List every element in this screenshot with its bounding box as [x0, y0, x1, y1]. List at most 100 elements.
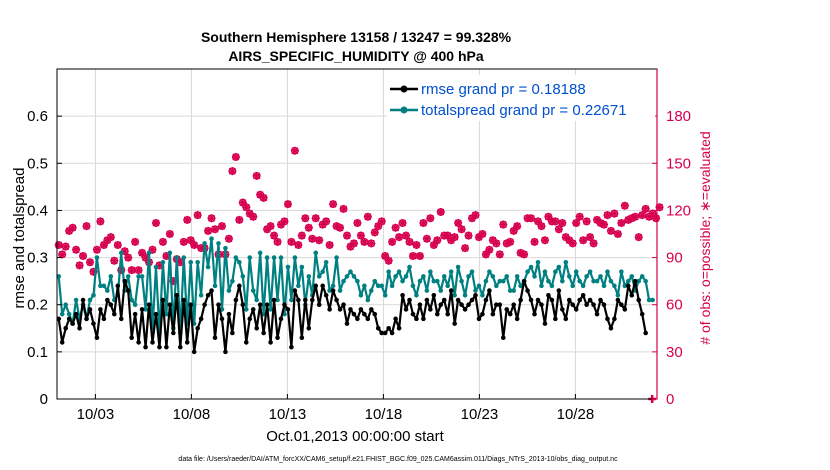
totalspread-point [570, 283, 576, 289]
rmse-point [70, 321, 75, 326]
obs-marker [54, 241, 63, 249]
totalspread-point [198, 292, 204, 298]
totalspread-point [507, 288, 513, 293]
obs-marker [426, 214, 435, 223]
legend-marker-rmse [400, 85, 408, 93]
totalspread-point [650, 297, 655, 303]
rmse-point [216, 302, 221, 308]
obs-marker [655, 203, 664, 212]
obs-marker-star [72, 245, 81, 254]
obs-marker-star [148, 245, 157, 254]
obs-marker [617, 219, 626, 227]
totalspread-point [285, 264, 291, 270]
totalspread-point [299, 264, 305, 270]
obs-marker [259, 193, 268, 202]
obs-marker [165, 230, 174, 238]
obs-marker-star [565, 236, 574, 245]
rmse-point [320, 283, 325, 289]
totalspread-point [563, 259, 569, 265]
rmse-point [358, 307, 364, 312]
totalspread-point [500, 278, 506, 284]
obs-marker [540, 236, 549, 245]
rmse-point [466, 302, 471, 308]
obs-marker [113, 241, 122, 249]
rmse-point [292, 288, 298, 293]
y-right-tick-label: 60 [666, 297, 683, 314]
obs-marker [280, 217, 289, 226]
obs-marker-star [408, 252, 417, 260]
chart-title: Southern Hemisphere 13158 / 13247 = 99.3… [201, 29, 512, 45]
obs-marker-star [134, 266, 143, 275]
x-tick-label: 10/13 [269, 406, 307, 423]
rmse-point [191, 349, 197, 355]
obs-marker-star [634, 233, 643, 242]
obs-marker [610, 209, 619, 218]
obs-marker-star [301, 214, 310, 223]
obs-marker-star [103, 236, 112, 245]
totalspread-point [455, 264, 461, 270]
chart-subtitle: AIRS_SPECIFIC_HUMIDITY @ 400 hPa [228, 48, 484, 64]
obs-marker [297, 231, 306, 240]
rmse-point [219, 316, 225, 322]
rmse-point [375, 325, 381, 331]
obs-marker [551, 217, 560, 226]
totalspread-point [306, 274, 312, 279]
obs-marker-star [259, 193, 268, 202]
obs-marker-star [193, 211, 202, 220]
obs-marker [82, 222, 91, 231]
totalspread-point [63, 302, 68, 308]
rmse-point [601, 302, 607, 308]
obs-marker-star [429, 241, 438, 249]
obs-marker [106, 233, 115, 242]
x-tick-label: 10/08 [173, 406, 211, 423]
obs-marker [190, 241, 199, 249]
rmse-point [518, 297, 523, 303]
obs-marker [117, 266, 126, 275]
obs-marker [433, 236, 442, 245]
rmse-point [431, 292, 437, 298]
obs-marker [395, 233, 404, 242]
obs-marker [294, 241, 303, 249]
obs-marker-star [211, 225, 220, 234]
totalspread-point [594, 278, 600, 284]
obs-marker [485, 245, 494, 254]
totalspread-point [546, 278, 551, 284]
obs-marker-star [231, 153, 240, 161]
rmse-point [167, 302, 173, 308]
obs-marker-star [58, 250, 67, 259]
totalspread-point [209, 236, 214, 242]
totalspread-point [216, 241, 221, 246]
obs-marker-star [131, 237, 140, 246]
rmse-point [337, 307, 343, 312]
totalspread-point [598, 274, 603, 279]
obs-marker [506, 237, 515, 246]
obs-marker-star [620, 201, 629, 210]
rmse-point [563, 316, 569, 322]
totalspread-point [296, 283, 301, 289]
obs-marker-star [329, 200, 338, 209]
obs-marker [631, 212, 640, 221]
obs-marker [131, 237, 140, 246]
totalspread-point [431, 278, 437, 284]
obs-marker [457, 225, 466, 234]
obs-marker-star [520, 250, 529, 259]
obs-marker-star [315, 236, 324, 245]
totalspread-point [421, 274, 426, 279]
obs-marker-star [169, 277, 178, 286]
obs-marker-star [638, 211, 647, 220]
obs-marker [613, 230, 622, 238]
totalspread-point [438, 288, 444, 293]
obs-marker-star [606, 226, 615, 235]
rmse-point [268, 340, 273, 345]
obs-marker [68, 223, 77, 232]
rmse-point [556, 288, 562, 293]
obs-marker-star [388, 237, 397, 246]
obs-marker [315, 236, 324, 245]
rmse-point [330, 288, 336, 293]
rmse-point [150, 340, 155, 345]
obs-marker-star [450, 233, 459, 242]
obs-marker [586, 233, 595, 242]
obs-marker [402, 231, 411, 240]
obs-marker-star [342, 231, 351, 240]
obs-marker [527, 214, 536, 223]
